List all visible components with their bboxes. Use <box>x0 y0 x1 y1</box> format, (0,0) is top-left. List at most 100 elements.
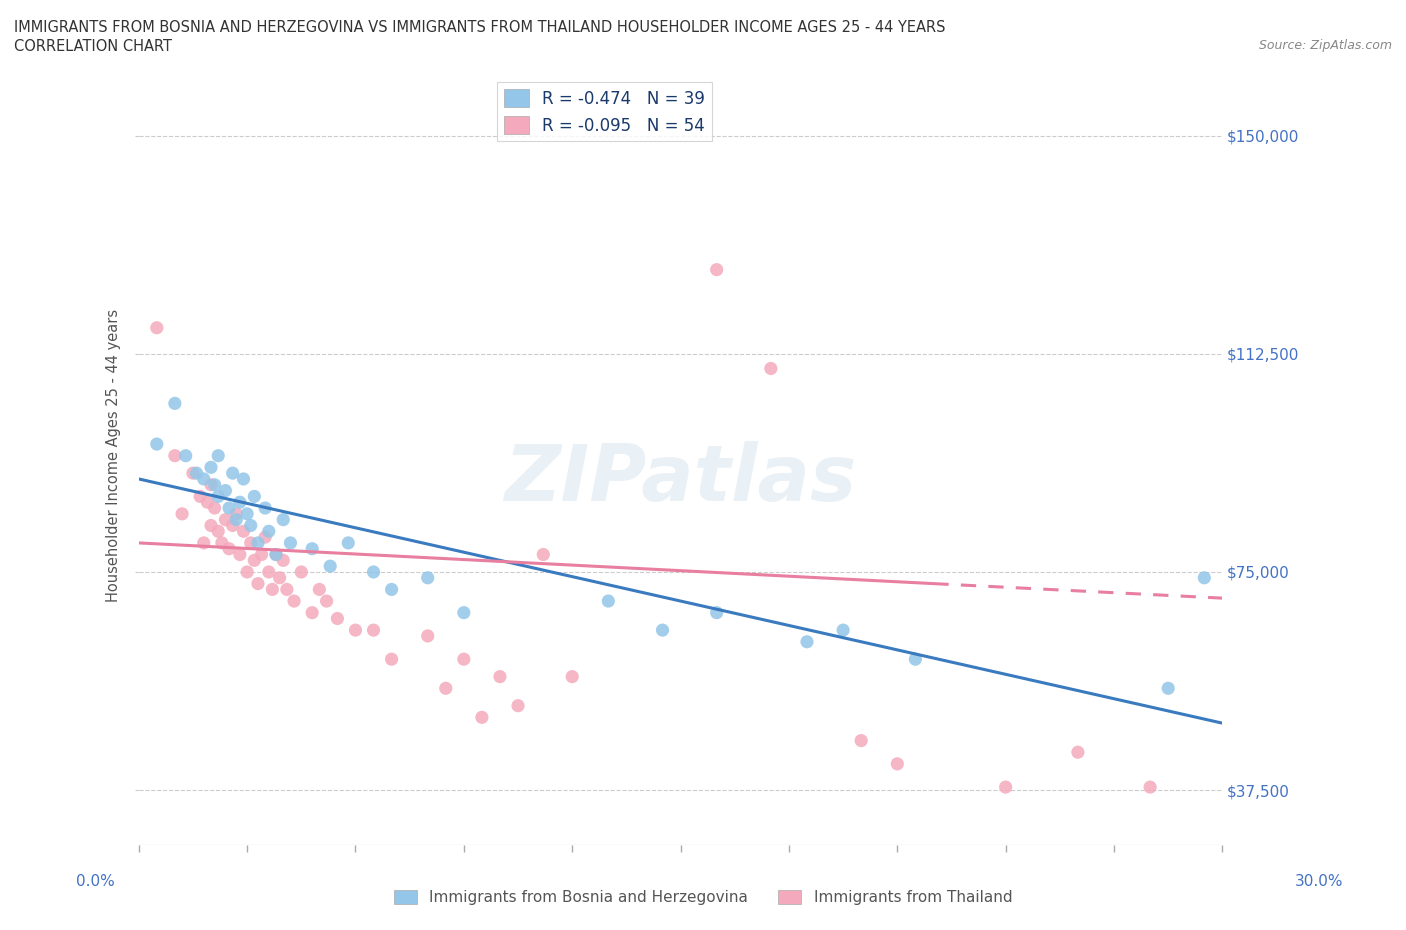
Point <box>236 565 259 579</box>
Point <box>246 577 269 591</box>
Point <box>239 536 262 551</box>
Point <box>193 536 215 551</box>
Point <box>193 472 215 486</box>
Legend: Immigrants from Bosnia and Herzegovina, Immigrants from Thailand: Immigrants from Bosnia and Herzegovina, … <box>388 884 1018 911</box>
Text: IMMIGRANTS FROM BOSNIA AND HERZEGOVINA VS IMMIGRANTS FROM THAILAND HOUSEHOLDER I: IMMIGRANTS FROM BOSNIA AND HERZEGOVINA V… <box>14 20 946 35</box>
Legend: R = -0.474   N = 39, R = -0.095   N = 54: R = -0.474 N = 39, R = -0.095 N = 54 <box>498 82 711 141</box>
Text: 0.0%: 0.0% <box>76 874 115 889</box>
Point <box>301 541 323 556</box>
Point <box>531 547 554 562</box>
Point <box>232 524 254 538</box>
Point <box>337 536 360 551</box>
Point <box>264 547 287 562</box>
Point <box>146 320 169 335</box>
Point <box>1067 745 1090 760</box>
Point <box>207 524 229 538</box>
Point <box>181 466 204 481</box>
Point <box>264 547 287 562</box>
Point <box>232 472 254 486</box>
Point <box>200 460 222 475</box>
Point <box>204 500 226 515</box>
Point <box>363 623 385 638</box>
Point <box>453 652 475 667</box>
Point <box>236 507 259 522</box>
Point <box>221 466 243 481</box>
Point <box>207 448 229 463</box>
Point <box>283 593 305 608</box>
Point <box>849 733 872 748</box>
Point <box>561 670 583 684</box>
Point <box>243 489 266 504</box>
Point <box>225 507 247 522</box>
Point <box>243 553 266 568</box>
Point <box>301 605 323 620</box>
Point <box>489 670 512 684</box>
Point <box>319 559 342 574</box>
Point <box>214 512 236 527</box>
Point <box>271 512 294 527</box>
Point <box>188 489 211 504</box>
Point <box>204 477 226 492</box>
Point <box>221 518 243 533</box>
Point <box>239 518 262 533</box>
Point <box>453 605 475 620</box>
Point <box>218 500 240 515</box>
Text: Source: ZipAtlas.com: Source: ZipAtlas.com <box>1258 39 1392 52</box>
Point <box>211 536 233 551</box>
Point <box>146 436 169 451</box>
Point <box>280 536 302 551</box>
Text: CORRELATION CHART: CORRELATION CHART <box>14 39 172 54</box>
Point <box>250 547 273 562</box>
Point <box>214 484 236 498</box>
Point <box>229 495 252 510</box>
Point <box>315 593 337 608</box>
Point <box>200 518 222 533</box>
Point <box>308 582 330 597</box>
Point <box>1139 779 1161 794</box>
Point <box>416 570 439 585</box>
Point <box>1157 681 1180 696</box>
Point <box>257 565 280 579</box>
Point <box>269 570 291 585</box>
Point <box>796 634 818 649</box>
Point <box>262 582 284 597</box>
Point <box>195 495 218 510</box>
Point <box>416 629 439 644</box>
Point <box>886 756 908 771</box>
Point <box>257 524 280 538</box>
Point <box>186 466 208 481</box>
Text: 30.0%: 30.0% <box>1295 874 1343 889</box>
Point <box>1194 570 1216 585</box>
Point <box>598 593 620 608</box>
Point <box>506 698 529 713</box>
Y-axis label: Householder Income Ages 25 - 44 years: Householder Income Ages 25 - 44 years <box>107 309 121 603</box>
Point <box>174 448 197 463</box>
Point <box>381 582 404 597</box>
Point <box>363 565 385 579</box>
Point <box>225 512 247 527</box>
Point <box>344 623 367 638</box>
Text: ZIPatlas: ZIPatlas <box>505 441 856 517</box>
Point <box>471 710 494 724</box>
Point <box>200 477 222 492</box>
Point <box>994 779 1017 794</box>
Point <box>706 605 728 620</box>
Point <box>207 489 229 504</box>
Point <box>904 652 927 667</box>
Point <box>218 541 240 556</box>
Point <box>759 361 782 376</box>
Point <box>254 530 277 545</box>
Point <box>706 262 728 277</box>
Point <box>271 553 294 568</box>
Point <box>172 507 194 522</box>
Point <box>276 582 298 597</box>
Point <box>254 500 277 515</box>
Point <box>229 547 252 562</box>
Point <box>246 536 269 551</box>
Point <box>651 623 673 638</box>
Point <box>163 448 186 463</box>
Point <box>381 652 404 667</box>
Point <box>832 623 855 638</box>
Point <box>290 565 312 579</box>
Point <box>434 681 457 696</box>
